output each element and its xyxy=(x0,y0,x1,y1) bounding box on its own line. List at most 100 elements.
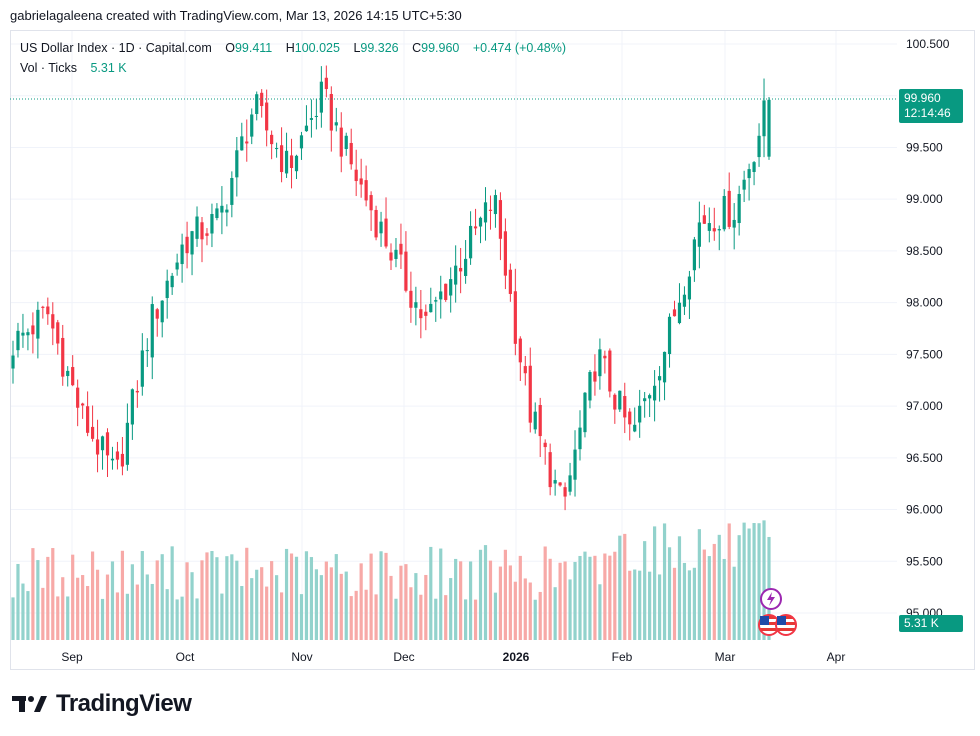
candle-body xyxy=(732,219,736,228)
candle-body xyxy=(687,276,692,300)
candle-body xyxy=(349,142,353,165)
candle-body xyxy=(56,322,60,344)
candle-body xyxy=(125,422,129,465)
candle-body xyxy=(553,480,557,484)
candle-body xyxy=(518,338,522,363)
candle-body xyxy=(578,427,582,450)
volume-bar xyxy=(568,579,572,640)
candle-body xyxy=(523,366,527,374)
candle-body xyxy=(528,365,532,423)
candle-body xyxy=(568,475,572,492)
candle-body xyxy=(389,252,393,261)
volume-bar xyxy=(553,587,557,640)
volume-bar xyxy=(145,574,149,640)
candle-body xyxy=(284,150,289,174)
legend-volume-label[interactable]: Vol · Ticks xyxy=(20,61,77,75)
candle-body xyxy=(205,233,209,236)
candle-body xyxy=(160,300,164,323)
volume-bar xyxy=(464,599,468,640)
candle-body xyxy=(712,228,716,232)
candle-body xyxy=(414,302,418,308)
volume-bars xyxy=(11,520,771,640)
volume-bar xyxy=(51,548,55,640)
volume-bar xyxy=(648,571,652,640)
candle-body xyxy=(100,436,105,451)
time-axis: Sep Oct Nov Dec 2026 Feb Mar Apr xyxy=(61,650,845,664)
candle-body xyxy=(449,279,453,296)
volume-bar xyxy=(573,561,577,640)
volume-bar xyxy=(275,575,279,640)
candle-body xyxy=(36,309,40,339)
volume-bar xyxy=(36,560,40,640)
candle-body xyxy=(558,482,562,486)
candle-body xyxy=(190,231,194,255)
candle-body xyxy=(240,136,244,151)
candle-body xyxy=(682,294,687,307)
volume-bar xyxy=(250,578,254,640)
volume-bar xyxy=(613,551,617,640)
candle-body xyxy=(513,291,517,344)
volume-bar xyxy=(11,597,15,640)
candle-body xyxy=(275,148,279,150)
candle-body xyxy=(299,135,304,149)
volume-bar xyxy=(538,591,542,640)
volume-bar xyxy=(662,523,667,640)
volume-bar xyxy=(180,596,184,640)
volume-bar xyxy=(200,560,204,640)
y-tick-label: 98.000 xyxy=(906,296,943,310)
candle-body xyxy=(762,100,766,137)
volume-bar xyxy=(667,547,672,640)
candle-body xyxy=(329,93,333,131)
x-tick-label: Sep xyxy=(61,650,83,664)
volume-bar xyxy=(354,590,358,640)
volume-bar xyxy=(334,554,338,640)
volume-bar xyxy=(230,554,234,640)
lightning-icon[interactable] xyxy=(760,588,782,610)
legend-low-key: L xyxy=(353,41,361,55)
volume-bar xyxy=(369,553,373,640)
legend-symbol[interactable]: US Dollar Index · 1D · Capital.com xyxy=(20,41,212,55)
volume-bar xyxy=(220,593,224,640)
volume-bar xyxy=(319,575,323,640)
candle-body xyxy=(21,332,25,336)
candle-body xyxy=(304,125,309,132)
volume-bar xyxy=(712,543,716,640)
volume-bar xyxy=(757,523,761,640)
candle-body xyxy=(384,218,388,247)
volume-bar xyxy=(205,552,209,640)
candle-body xyxy=(235,150,239,178)
candle-body xyxy=(220,205,224,213)
chart-legend: US Dollar Index · 1D · Capital.com O99.4… xyxy=(20,38,566,78)
candle-body xyxy=(155,309,159,319)
candle-body xyxy=(319,81,323,113)
volume-bar xyxy=(364,589,368,640)
volume-bar xyxy=(270,561,274,640)
candle-body xyxy=(672,309,677,317)
us-flag-icon[interactable] xyxy=(775,614,797,636)
candle-body xyxy=(677,302,682,324)
candle-body xyxy=(225,209,229,213)
volume-bar xyxy=(399,565,403,640)
volume-bar xyxy=(304,551,309,640)
volume-bar xyxy=(414,573,418,640)
candle-body xyxy=(265,102,269,131)
volume-bar xyxy=(508,565,512,640)
volume-bar xyxy=(100,598,105,640)
volume-bar xyxy=(513,581,517,640)
y-tick-label: 100.500 xyxy=(906,37,950,51)
volume-bar xyxy=(150,583,154,640)
candle-body xyxy=(245,141,249,144)
legend-close-value: 99.960 xyxy=(421,41,460,55)
volume-bar xyxy=(623,533,627,640)
candle-body xyxy=(498,200,503,239)
candle-body xyxy=(737,193,741,224)
candle-body xyxy=(692,239,696,271)
tradingview-branding[interactable]: TradingView xyxy=(12,690,192,718)
candle-body xyxy=(434,300,438,302)
candle-body xyxy=(583,392,587,433)
volume-bar xyxy=(558,562,562,640)
y-tick-label: 97.500 xyxy=(906,347,943,361)
volume-bar xyxy=(682,562,687,640)
candle-body xyxy=(170,275,174,288)
